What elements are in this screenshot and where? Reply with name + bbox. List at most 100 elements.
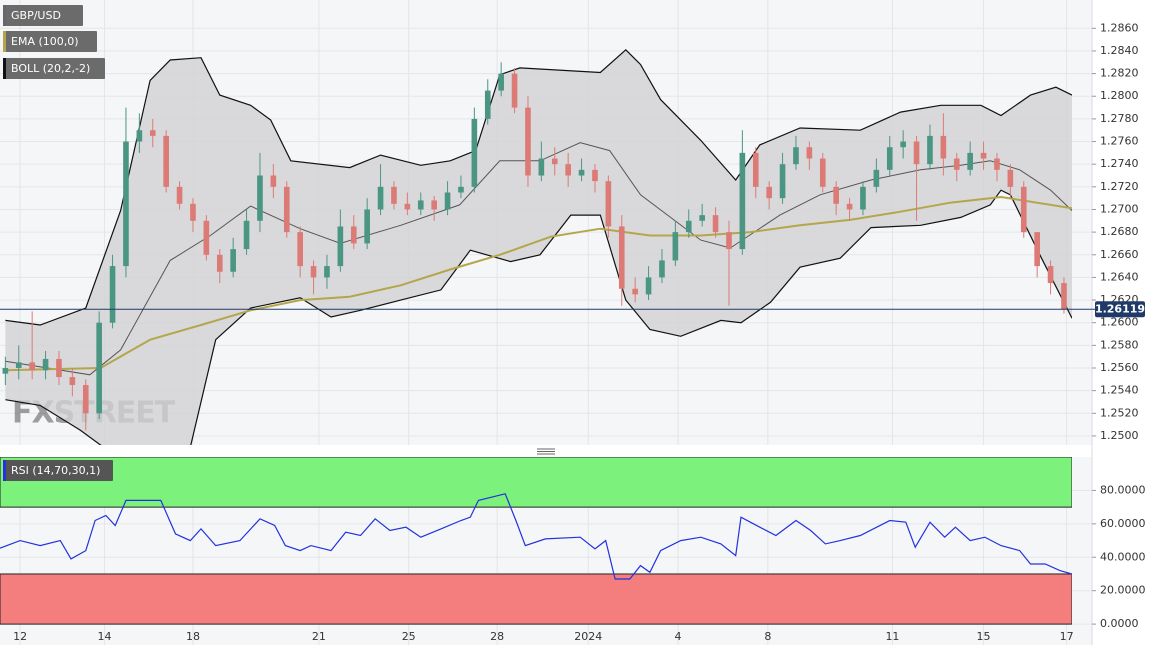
legend-swatch [3, 460, 6, 481]
y-tick-label: 1.2800 [1100, 89, 1139, 102]
last-price-badge [1095, 301, 1145, 318]
candle-body [364, 209, 370, 244]
candle-body [967, 152, 973, 170]
candle-body [592, 169, 598, 182]
candle-body [927, 135, 933, 165]
candle-body [123, 141, 129, 267]
candle-body [712, 215, 719, 233]
legend-swatch [3, 58, 6, 79]
candle-body [1007, 169, 1014, 187]
y-tick-label: 1.2600 [1100, 316, 1139, 329]
candle-body [618, 226, 625, 289]
candle-body [565, 164, 571, 176]
candle-body [69, 377, 76, 385]
y-tick-label: 1.2720 [1100, 180, 1139, 193]
x-tick-label: 21 [312, 630, 326, 643]
legend-box [3, 31, 97, 52]
candle-body [1034, 232, 1040, 267]
candle-body [551, 158, 558, 165]
legend-swatch [3, 31, 6, 52]
y-tick-label: 40.0000 [1100, 550, 1146, 563]
x-tick-label: 8 [764, 630, 771, 643]
bollinger-fill [5, 49, 1072, 445]
x-tick-label: 12 [13, 630, 27, 643]
candle-body [458, 186, 464, 193]
candle-body [15, 362, 22, 369]
y-tick-label: 1.2500 [1100, 429, 1139, 442]
x-tick-label: 28 [490, 630, 504, 643]
candle-body [953, 158, 960, 170]
candle-body [56, 358, 62, 378]
candle-body [163, 135, 169, 187]
y-tick-label: 0.0000 [1100, 617, 1139, 630]
x-tick-label: 25 [402, 630, 416, 643]
candle-body [994, 158, 1000, 170]
candle-body [1020, 186, 1027, 233]
candle-body [404, 203, 411, 210]
legend-label: GBP/USD [11, 9, 61, 22]
candle-body [886, 147, 893, 170]
candle-body [793, 147, 799, 165]
y-tick-label: 1.2780 [1100, 112, 1139, 125]
candle-body [645, 277, 652, 295]
candle-body [605, 181, 612, 227]
overbought-zone [0, 457, 1072, 508]
y-tick-label: 1.2580 [1100, 338, 1139, 351]
rsi-line [0, 493, 1072, 580]
legend-box [3, 58, 105, 79]
divider-handle[interactable] [537, 448, 555, 455]
candle-body [310, 266, 317, 278]
candle-body [29, 362, 35, 371]
candle-body [846, 203, 853, 210]
y-tick-label: 80.0000 [1100, 483, 1146, 496]
y-tick-label: 1.2820 [1100, 67, 1139, 80]
x-tick-label: 2024 [574, 630, 602, 643]
candle-body [82, 384, 89, 414]
candle-body [940, 135, 947, 159]
candle-body [257, 175, 263, 221]
x-tick-label: 15 [977, 630, 991, 643]
panel-divider[interactable] [0, 445, 1163, 457]
candle-body [42, 358, 49, 371]
candle-body [444, 192, 451, 210]
candle-body [498, 73, 504, 91]
x-tick-label: 4 [675, 630, 682, 643]
candle-body [632, 288, 638, 295]
bollinger-upper [5, 48, 1072, 326]
legend-swatch [3, 5, 6, 26]
y-tick-label: 1.2740 [1100, 157, 1139, 170]
candle-body [216, 254, 223, 272]
y-tick-label: 1.2680 [1100, 225, 1139, 238]
legend-box [3, 460, 113, 481]
candle-body [685, 220, 692, 233]
x-tick-label: 18 [186, 630, 200, 643]
y-tick-label: 1.2560 [1100, 361, 1139, 374]
candle-body [377, 186, 384, 210]
candle-body [96, 322, 102, 414]
candle-body [109, 266, 116, 323]
candle-body [283, 186, 290, 233]
candle-body [417, 200, 424, 210]
y-tick-label: 1.2540 [1100, 384, 1139, 397]
y-tick-label: 1.2840 [1100, 44, 1139, 57]
legend-label: RSI (14,70,30,1) [11, 464, 100, 477]
last-price-label: 1.26119 [1095, 303, 1145, 316]
candle-body [297, 232, 303, 267]
candle-body [230, 249, 236, 272]
candle-body [484, 90, 491, 119]
y-tick-label: 1.2640 [1100, 270, 1139, 283]
candle-body [324, 266, 330, 278]
candle-body [819, 158, 826, 187]
y-tick-label: 20.0000 [1100, 584, 1146, 597]
candle-body [511, 73, 518, 108]
candle-body [659, 260, 665, 278]
candle-body [2, 368, 9, 374]
candle-body [1047, 266, 1054, 284]
candle-body [431, 200, 437, 210]
x-tick-label: 14 [98, 630, 112, 643]
bollinger-lower [5, 189, 1072, 445]
x-tick-label: 11 [885, 630, 899, 643]
candle-body [203, 220, 210, 255]
candle-body [739, 152, 746, 250]
